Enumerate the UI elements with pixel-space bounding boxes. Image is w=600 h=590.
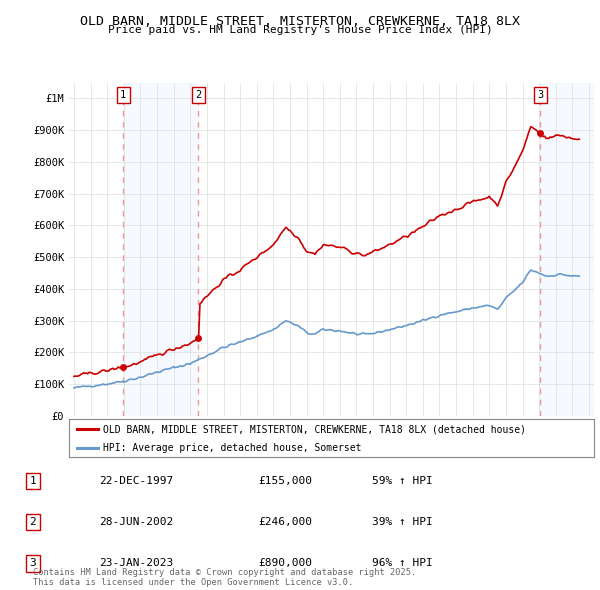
Text: 3: 3 <box>29 559 37 568</box>
Text: Contains HM Land Registry data © Crown copyright and database right 2025.
This d: Contains HM Land Registry data © Crown c… <box>33 568 416 587</box>
Text: 22-DEC-1997: 22-DEC-1997 <box>99 476 173 486</box>
Text: 28-JUN-2002: 28-JUN-2002 <box>99 517 173 527</box>
Text: 3: 3 <box>537 90 544 100</box>
Bar <box>124 83 199 416</box>
Text: 2: 2 <box>29 517 37 527</box>
Text: 96% ↑ HPI: 96% ↑ HPI <box>372 559 433 568</box>
Text: OLD BARN, MIDDLE STREET, MISTERTON, CREWKERNE, TA18 8LX: OLD BARN, MIDDLE STREET, MISTERTON, CREW… <box>80 15 520 28</box>
Text: £890,000: £890,000 <box>258 559 312 568</box>
Text: £246,000: £246,000 <box>258 517 312 527</box>
Text: OLD BARN, MIDDLE STREET, MISTERTON, CREWKERNE, TA18 8LX (detached house): OLD BARN, MIDDLE STREET, MISTERTON, CREW… <box>103 424 526 434</box>
Text: 1: 1 <box>29 476 37 486</box>
Text: 59% ↑ HPI: 59% ↑ HPI <box>372 476 433 486</box>
Text: HPI: Average price, detached house, Somerset: HPI: Average price, detached house, Some… <box>103 442 362 453</box>
Text: 23-JAN-2023: 23-JAN-2023 <box>99 559 173 568</box>
Text: Price paid vs. HM Land Registry's House Price Index (HPI): Price paid vs. HM Land Registry's House … <box>107 25 493 35</box>
Text: 39% ↑ HPI: 39% ↑ HPI <box>372 517 433 527</box>
Text: 1: 1 <box>120 90 127 100</box>
Text: £155,000: £155,000 <box>258 476 312 486</box>
Text: 2: 2 <box>195 90 202 100</box>
Bar <box>541 83 594 416</box>
